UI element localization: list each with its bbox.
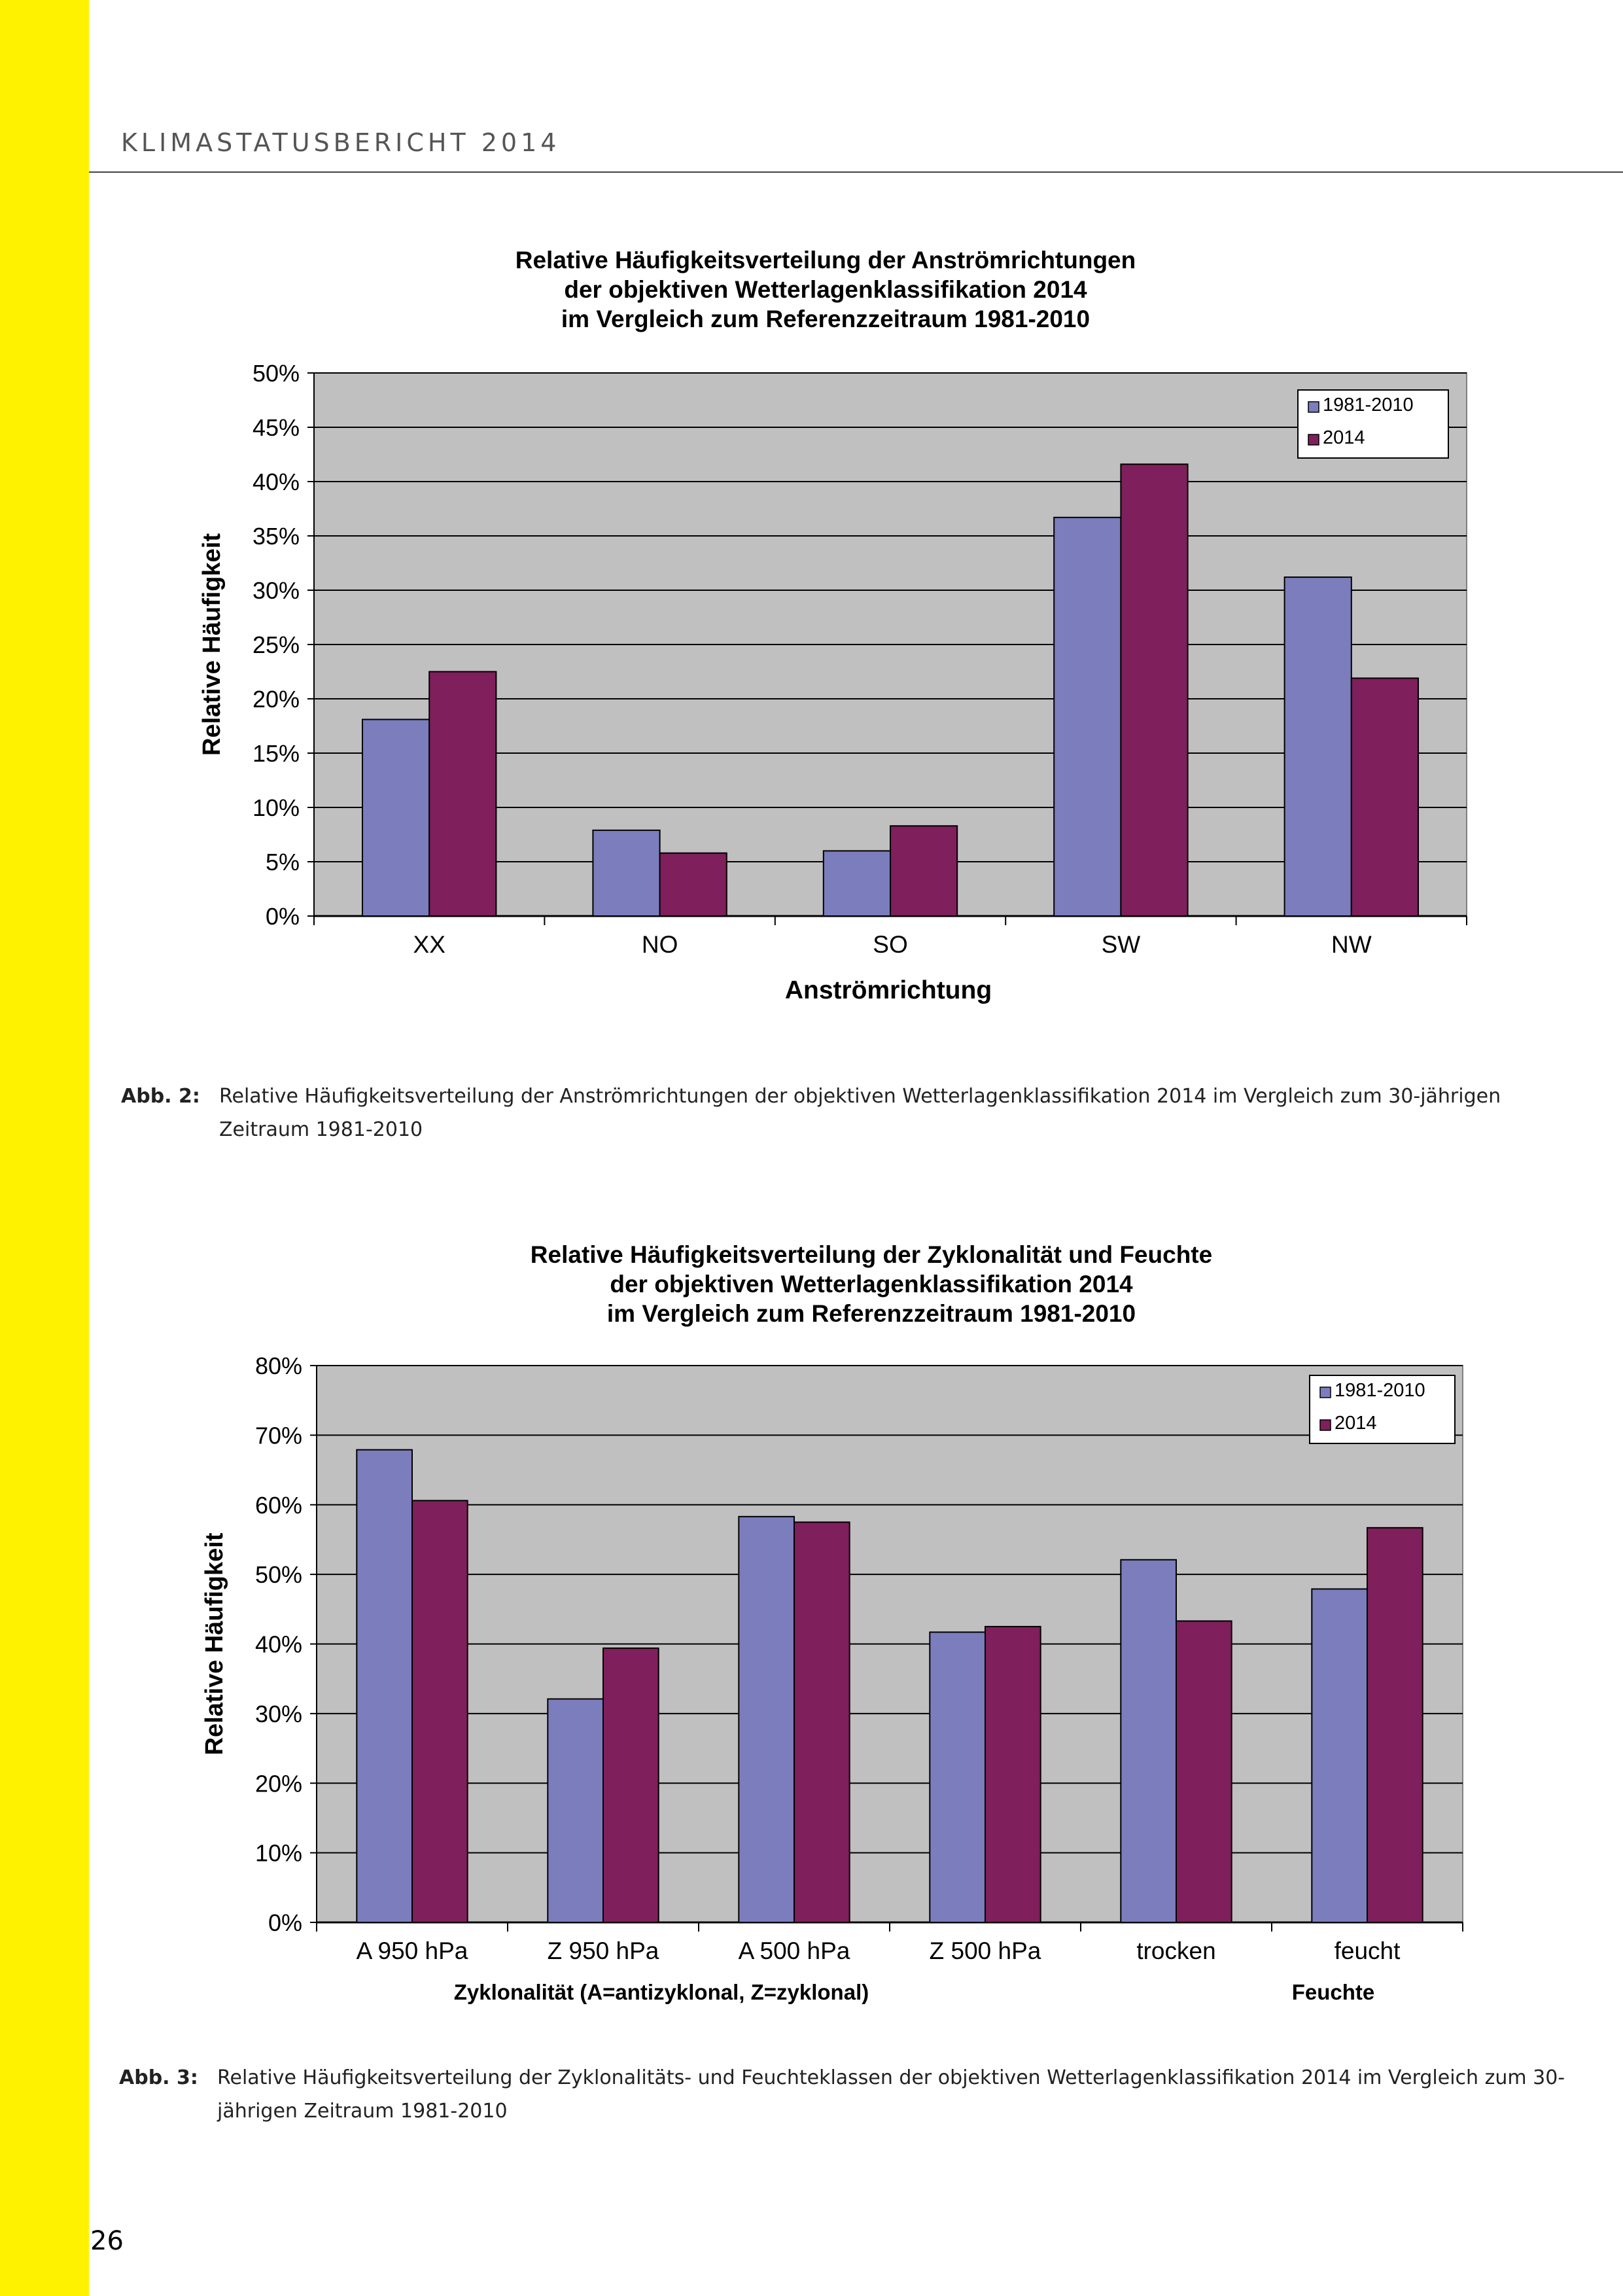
chart-title-line: Relative Häufigkeitsverteilung der Anstr… <box>515 247 1136 274</box>
legend-label: 1981-2010 <box>1335 1380 1425 1401</box>
y-tick-label: 50% <box>253 360 300 387</box>
chart-title-line: im Vergleich zum Referenzzeitraum 1981-2… <box>607 1300 1136 1327</box>
bar-1981-2010-XX <box>362 718 430 917</box>
legend-swatch <box>1308 434 1319 446</box>
x-axis-label-secondary: Feuchte <box>1292 1980 1375 2004</box>
y-tick-label: 40% <box>255 1631 302 1658</box>
bar-2014-trocken <box>1176 1620 1232 1923</box>
y-tick-label: 20% <box>255 1770 302 1797</box>
bar-2014-A 500 hPa <box>794 1521 850 1923</box>
y-tick-label: 15% <box>253 740 300 767</box>
bar-2014-Z 500 hPa <box>985 1625 1041 1923</box>
bar-1981-2010-SW <box>1053 516 1122 917</box>
figure-caption-3: Abb. 3: Relative Häufigkeitsverteilung d… <box>119 2061 1591 2133</box>
bar-1981-2010-trocken <box>1120 1559 1177 1923</box>
y-tick-label: 0% <box>266 903 300 930</box>
x-tick-label: A 500 hPa <box>739 1937 850 1964</box>
y-tick-label: 10% <box>253 794 300 821</box>
legend: 1981-2010 2014 <box>1297 389 1449 459</box>
y-tick-label: 80% <box>255 1352 302 1379</box>
chart-svg: Relative Häufigkeitsverteilung der Zyklo… <box>201 1241 1463 2004</box>
x-tick-label: feucht <box>1335 1937 1401 1964</box>
legend-box <box>1297 389 1449 459</box>
bar-2014-NW <box>1350 677 1419 917</box>
caption-label: Abb. 2: <box>121 1085 200 1108</box>
legend-box <box>1309 1375 1456 1444</box>
y-tick-label: 40% <box>253 468 300 495</box>
x-tick-label: Z 950 hPa <box>548 1937 659 1964</box>
chart-title-line: der objektiven Wetterlagenklassifikation… <box>610 1271 1133 1298</box>
page-header-title: KLIMASTATUSBERICHT 2014 <box>121 128 561 157</box>
caption-text: Relative Häufigkeitsverteilung der Zyklo… <box>217 2066 1565 2123</box>
y-tick-label: 0% <box>268 1909 302 1936</box>
y-tick-label: 5% <box>266 849 300 875</box>
x-tick-label: SO <box>873 931 907 958</box>
bar-2014-A 950 hPa <box>411 1500 468 1923</box>
y-axis-label: Relative Häufigkeit <box>198 533 226 756</box>
chart-anstroemrichtung: Relative Häufigkeitsverteilung der Anstr… <box>89 236 1623 1034</box>
caption-label: Abb. 3: <box>119 2066 198 2089</box>
chart-title-line: der objektiven Wetterlagenklassifikation… <box>564 276 1087 303</box>
bar-1981-2010-A 950 hPa <box>356 1449 413 1923</box>
legend-label: 2014 <box>1335 1413 1377 1434</box>
legend-label: 2014 <box>1323 427 1365 448</box>
x-tick-label: A 950 hPa <box>357 1937 468 1964</box>
bar-1981-2010-Z 500 hPa <box>929 1631 986 1923</box>
bar-2014-feucht <box>1367 1527 1423 1923</box>
legend-swatch <box>1319 1386 1331 1398</box>
bar-1981-2010-SO <box>822 850 891 917</box>
x-tick-label: XX <box>413 931 445 958</box>
bar-2014-SO <box>890 825 958 917</box>
y-axis-label: Relative Häufigkeit <box>201 1532 228 1755</box>
x-tick-label: SW <box>1102 931 1141 958</box>
legend-swatch <box>1319 1419 1331 1431</box>
figure-caption-2: Abb. 2: Relative Häufigkeitsverteilung d… <box>121 1080 1560 1152</box>
legend-label: 1981-2010 <box>1323 395 1414 415</box>
bar-1981-2010-feucht <box>1311 1588 1368 1923</box>
y-tick-label: 70% <box>255 1422 302 1449</box>
x-axis-label: Zyklonalität (A=antizyklonal, Z=zyklonal… <box>454 1980 869 2004</box>
page-number: 26 <box>90 2226 124 2256</box>
y-tick-label: 30% <box>255 1701 302 1727</box>
bar-2014-XX <box>428 671 497 917</box>
bar-1981-2010-NW <box>1283 576 1352 917</box>
chart-svg: Relative Häufigkeitsverteilung der Anstr… <box>198 247 1467 1004</box>
bar-1981-2010-Z 950 hPa <box>547 1698 604 1923</box>
bar-2014-SW <box>1120 463 1189 917</box>
y-tick-label: 25% <box>253 631 300 658</box>
x-tick-label: trocken <box>1136 1937 1215 1964</box>
y-tick-label: 20% <box>253 686 300 713</box>
y-tick-label: 10% <box>255 1840 302 1867</box>
x-axis-label: Anströmrichtung <box>785 976 992 1004</box>
bar-2014-NO <box>659 852 727 917</box>
y-tick-label: 30% <box>253 577 300 604</box>
chart-title-line: Relative Häufigkeitsverteilung der Zyklo… <box>531 1241 1212 1268</box>
x-tick-label: NO <box>642 931 678 958</box>
legend-swatch <box>1308 401 1319 413</box>
y-tick-label: 35% <box>253 523 300 550</box>
bar-1981-2010-A 500 hPa <box>738 1515 795 1923</box>
accent-bar <box>0 0 89 2296</box>
bar-2014-Z 950 hPa <box>602 1647 659 1923</box>
chart-title-line: im Vergleich zum Referenzzeitraum 1981-2… <box>561 306 1090 332</box>
chart-zyklonalitaet-feuchte: Relative Häufigkeitsverteilung der Zyklo… <box>89 1230 1623 2028</box>
x-tick-label: Z 500 hPa <box>930 1937 1041 1964</box>
header-divider <box>89 171 1623 173</box>
caption-text: Relative Häufigkeitsverteilung der Anstr… <box>219 1085 1501 1141</box>
x-tick-label: NW <box>1331 931 1372 958</box>
bar-1981-2010-NO <box>592 829 661 917</box>
y-tick-label: 60% <box>255 1492 302 1519</box>
y-tick-label: 45% <box>253 414 300 441</box>
y-tick-label: 50% <box>255 1561 302 1588</box>
legend: 1981-2010 2014 <box>1309 1375 1456 1444</box>
